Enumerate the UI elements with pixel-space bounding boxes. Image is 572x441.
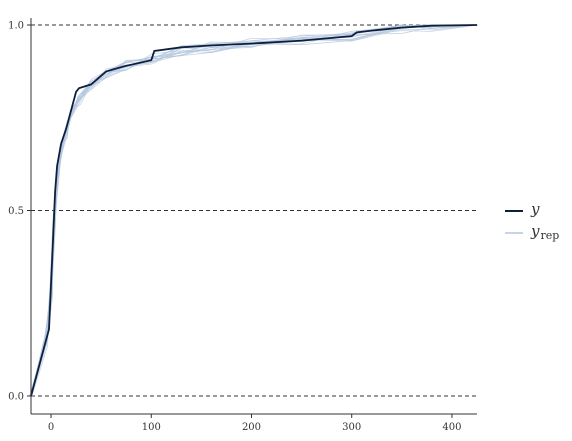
y-tick-label-1: 0.5 — [8, 206, 24, 217]
x-tick-label-1: 100 — [142, 422, 161, 433]
legend-label-main-0: y — [530, 200, 540, 218]
x-ticks: 0 100 200 300 400 — [48, 414, 462, 433]
legend-label-main-1: y — [530, 222, 540, 240]
legend-label-sub-1: rep — [540, 229, 559, 242]
x-tick-label-2: 200 — [242, 422, 261, 433]
x-tick-label-3: 300 — [342, 422, 361, 433]
y-ticks: 0.0 0.5 1.0 — [8, 21, 31, 403]
legend-label-0: y — [530, 200, 540, 218]
x-tick-label-0: 0 — [48, 422, 54, 433]
y-tick-label-0: 0.0 — [8, 392, 24, 403]
x-tick-label-4: 400 — [442, 422, 461, 433]
legend-label-1: yrep — [530, 222, 559, 242]
y-tick-label-2: 1.0 — [8, 21, 24, 32]
